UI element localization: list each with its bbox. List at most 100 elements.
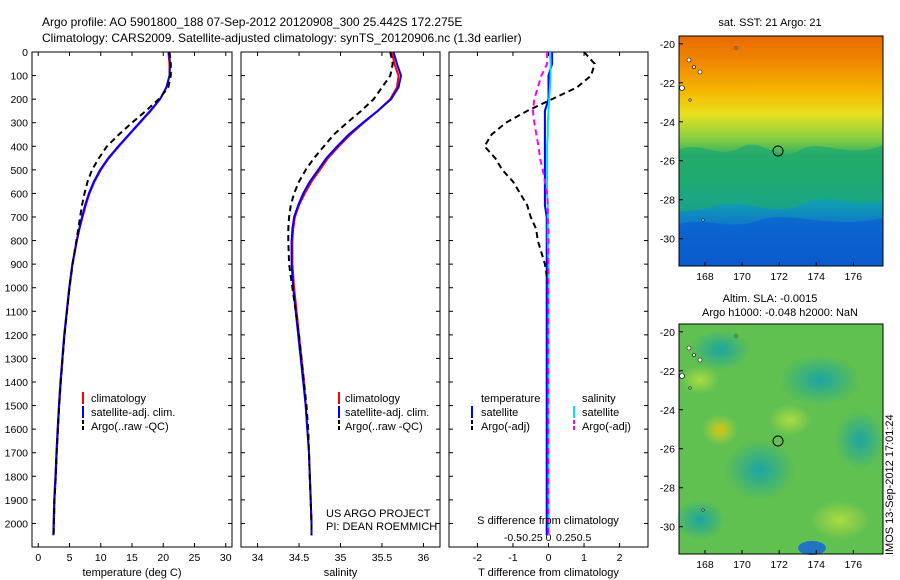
map-x-tick-label: 174 [807, 559, 825, 571]
sla-map-axes: 168 170 172 174 176 -20 -22 -24 -26 -28 -30 [660, 327, 862, 571]
series-line-climatology [52, 51, 171, 536]
y-tick-label: 1100 [5, 306, 28, 318]
legend-group-temperature: temperature [481, 393, 540, 405]
x-axis-label: temperature (deg C) [82, 567, 181, 579]
x-tick-label: 25 [189, 552, 201, 564]
x-tick-label: 0 [546, 552, 552, 564]
y-tick-label: 1200 [5, 330, 29, 342]
y-tick-label: 1700 [5, 448, 29, 460]
map-y-tick-label: -28 [660, 195, 675, 207]
argo-location-marker [772, 145, 784, 157]
y-tick-label: 800 [10, 236, 28, 248]
project-annotation: US ARGO PROJECT [326, 508, 431, 520]
map-x-tick-label: 168 [696, 271, 714, 283]
map-y-tick-label: -20 [660, 327, 675, 339]
land-islands [679, 46, 738, 222]
top-x-tick-label: -0.25 [519, 532, 543, 544]
map-x-tick-label: 170 [733, 271, 751, 283]
figure-title-line1: Argo profile: AO 5901800_188 07-Sep-2012… [42, 15, 462, 29]
argo-location-marker [772, 435, 784, 447]
legend-label-sal-argo: Argo(-adj) [582, 421, 631, 433]
map-y-tick-label: -20 [660, 39, 675, 51]
temperature-profile-panel: 0100200300400500600700800900100011001200… [5, 47, 233, 579]
map-x-tick-label: 176 [845, 559, 863, 571]
x-tick-label: -2 [473, 552, 482, 564]
sst-blue-band [679, 217, 883, 266]
map-y-tick-label: -28 [660, 483, 675, 495]
x-tick-label: 0 [35, 552, 41, 564]
difference-legend: temperature satellite Argo(-adj) salinit… [471, 393, 631, 527]
y-tick-label: 200 [10, 94, 28, 106]
map-y-tick-label: -30 [660, 234, 675, 246]
legend-label-climatology: climatology [345, 393, 401, 405]
series-line-salinity-argo-adj [531, 52, 550, 536]
map-x-tick-label: 172 [770, 271, 788, 283]
figure-title-line2: Climatology: CARS2009. Satellite-adjuste… [42, 31, 522, 45]
y-tick-label: 2000 [5, 518, 29, 530]
series-line-temperature-satellite [543, 52, 554, 536]
map-x-tick-label: 168 [696, 559, 714, 571]
y-tick-label: 1500 [5, 401, 29, 413]
y-tick-label: 0 [22, 47, 28, 59]
s-difference-axis-label: S difference from climatology [477, 515, 619, 527]
y-tick-label: 1800 [5, 471, 29, 483]
y-tick-label: 100 [10, 71, 28, 83]
map-x-tick-label: 176 [845, 271, 863, 283]
series-line-satellite-adj-clim [290, 51, 403, 536]
top-x-tick-label: 0 [546, 532, 552, 544]
salinity-legend: climatology satellite-adj. clim. Argo(..… [326, 392, 437, 533]
y-tick-label: 500 [10, 165, 28, 177]
x-tick-label: 15 [126, 552, 138, 564]
imos-timestamp-label: IMOS 13-Sep-2012 17:01:24 [884, 414, 896, 555]
series-line-temperature-argo-adj [483, 51, 596, 536]
difference-profile-panel: -2 -1 0 1 2 -0.5-0.25 0 0.25 0.5 T difference fro… [448, 51, 649, 579]
x-tick-label: 30 [220, 552, 232, 564]
x-axis-label: salinity [324, 567, 358, 579]
y-tick-label: 300 [10, 118, 28, 130]
y-tick-label: 700 [10, 212, 28, 224]
map-y-tick-label: -30 [660, 522, 675, 534]
y-tick-label: 1900 [5, 495, 29, 507]
sla-map-panel: Altim. SLA: -0.0015 Argo h1000: -0.048 h… [660, 293, 885, 571]
legend-label-sal-satellite: satellite [582, 407, 619, 419]
legend-label-satellite: satellite-adj. clim. [345, 407, 429, 419]
plot-frame [240, 51, 441, 548]
x-tick-label: 34 [252, 552, 264, 564]
y-tick-label: 600 [10, 188, 28, 200]
y-tick-label: 400 [10, 141, 28, 153]
y-tick-label: 1000 [5, 283, 29, 295]
legend-group-salinity: salinity [582, 393, 616, 405]
pi-annotation: PI: DEAN ROEMMICH [326, 521, 437, 533]
y-tick-label: 900 [10, 259, 28, 271]
series-line-satellite-adj-clim [52, 51, 172, 536]
map-y-tick-label: -22 [660, 366, 675, 378]
x-tick-label: 20 [157, 552, 169, 564]
map-y-tick-label: -26 [660, 156, 675, 168]
x-tick-label: 1 [581, 552, 587, 564]
salinity-profile-panel: 34 34.5 35 35.5 36 salinity [240, 51, 441, 579]
x-tick-label: 34.5 [289, 552, 310, 564]
legend-label-argo: Argo(..raw -QC) [345, 421, 423, 433]
sst-green-band [679, 144, 883, 212]
legend-label-satellite: satellite-adj. clim. [91, 407, 175, 419]
x-tick-label: -1 [508, 552, 517, 564]
legend-label-climatology: climatology [91, 393, 147, 405]
map-y-tick-label: -22 [660, 78, 675, 90]
map-x-tick-label: 174 [807, 271, 825, 283]
map-x-tick-label: 172 [770, 559, 788, 571]
y-tick-label: 1400 [5, 377, 29, 389]
temperature-legend: climatology satellite-adj. clim. Argo(..… [82, 392, 175, 433]
x-tick-label: 2 [617, 552, 623, 564]
x-tick-label: 36 [418, 552, 430, 564]
series-line-argo-raw-qc [52, 51, 172, 536]
y-tick-label: 1300 [5, 353, 29, 365]
x-axis-label: T difference from climatology [478, 567, 619, 579]
sst-map-panel: sat. SST: 21 Argo: 21 168 170 172 174 176 -20… [660, 17, 884, 283]
sla-map-title-line2: Argo h1000: -0.048 h2000: NaN [702, 307, 858, 319]
series-line-argo-raw-qc [287, 51, 394, 536]
x-tick-label: 35.5 [372, 552, 393, 564]
legend-label-temp-argo: Argo(-adj) [481, 421, 530, 433]
x-tick-label: 35 [335, 552, 347, 564]
x-tick-label: 5 [67, 552, 73, 564]
map-y-tick-label: -24 [660, 117, 675, 129]
